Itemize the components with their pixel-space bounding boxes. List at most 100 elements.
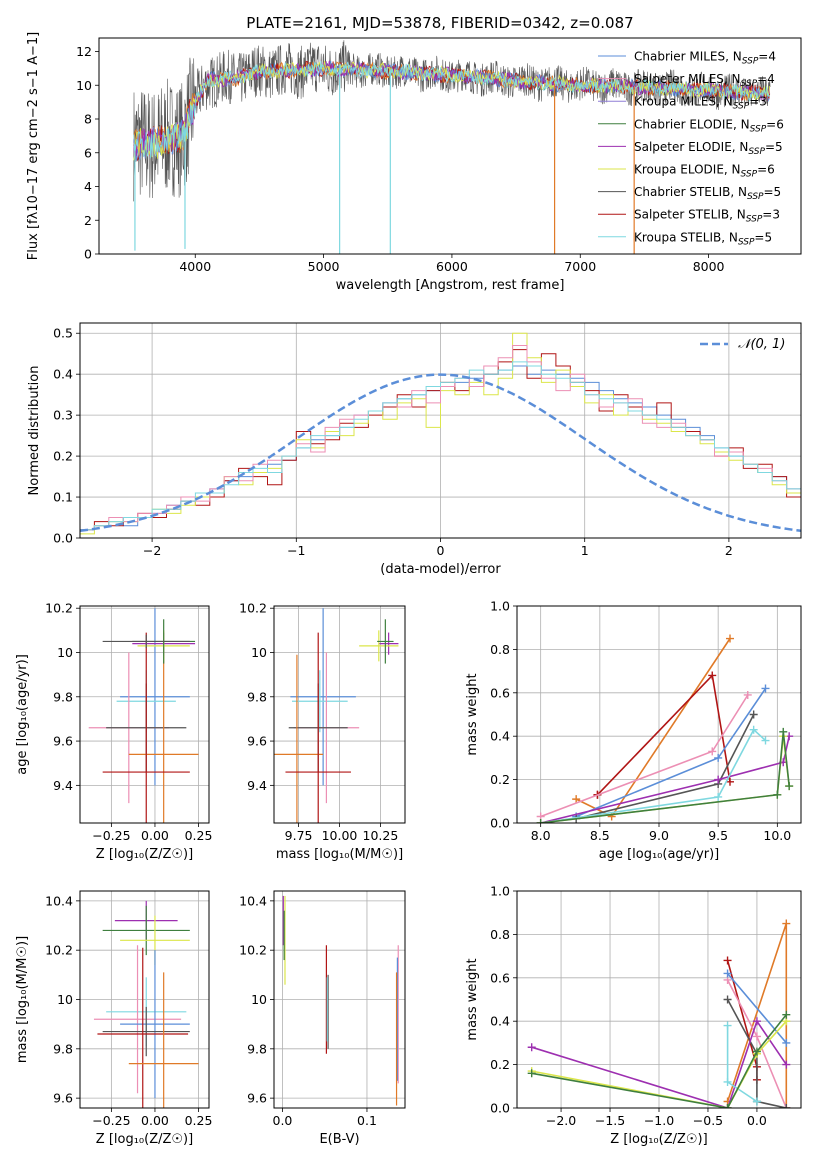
legend-sub: SSP [733,102,750,112]
y-tick-label: 0.2 [490,1057,510,1072]
y-tick-label: 9.6 [247,734,267,749]
legend-entry: Salpeter STELIB, NSSP=3 [634,208,780,225]
x-tick-label: 5000 [308,259,340,274]
figure-title: PLATE=2161, MJD=53878, FIBERID=0342, z=0… [246,14,633,32]
x-axis-label: Z [log₁₀(Z/Z☉)] [96,847,193,862]
legend-val: =5 [765,140,783,154]
x-tick-label: 10.25 [363,828,399,843]
y-tick-label: 9.6 [247,1091,267,1106]
y-tick-label: 10.2 [45,601,73,616]
weight-marker [773,790,782,799]
y-tick-label: 9.8 [53,689,73,704]
x-tick-label: 8.5 [590,828,610,843]
panel-spectrum: 4000 5000 6000 7000 8000 0 2 4 6 8 10 12 wavelength … [26,32,802,293]
axes-frame [516,605,802,824]
y-tick-label: 9.8 [53,1041,73,1056]
weight-marker [536,819,545,823]
y-tick-label: 10.2 [239,601,267,616]
y-tick-label: 10 [251,645,267,660]
weight-marker [723,1077,732,1086]
x-tick-label: −2.0 [546,1113,576,1128]
weight-marker [782,1038,791,1047]
y-tick-label: 10.2 [45,943,73,958]
legend-text: Kroupa ELODIE, N [634,163,741,177]
legend-entry: Kroupa MILES, NSSP=3 [634,95,767,112]
plot-area [80,606,209,823]
legend-sub: SSP [741,79,758,89]
weight-marker [723,1104,732,1108]
legend-text: Salpeter STELIB, N [634,208,746,222]
weight-marker [749,725,758,734]
x-tick-label: 0.1 [357,1113,377,1128]
weight-marker [572,795,581,804]
x-tick-label: −1.0 [644,1113,674,1128]
y-tick-label: 9.8 [247,1041,267,1056]
legend-text: Salpeter ELODIE, N [634,140,748,154]
legend-text: Chabrier MILES, N [634,50,742,64]
y-tick-label: 0.2 [53,449,73,464]
y-tick-label: 10.4 [45,893,73,908]
legend-entry: Kroupa ELODIE, NSSP=6 [634,163,775,180]
legend-entry: Salpeter MILES, NSSP=4 [634,72,775,89]
x-axis-label: Z [log₁₀(Z/Z☉)] [610,1132,707,1147]
weight-marker [782,1104,791,1108]
x-tick-label: 0.00 [141,1113,169,1128]
weight-marker [723,995,732,1004]
weight-marker [749,710,758,719]
y-tick-label: 0.4 [53,367,73,382]
y-axis-label: mass weight [465,673,480,755]
legend-text: Salpeter MILES, N [634,72,741,86]
y-tick-label: 0 [84,247,92,262]
legend-val: =5 [764,185,782,199]
weight-marker [752,1047,761,1056]
weight-line [596,673,731,796]
x-axis-label: E(B-V) [319,1132,359,1147]
x-axis-label: (data-model)/error [380,562,501,577]
x-tick-label: 0.0 [747,1113,767,1128]
x-tick-label: 0 [437,543,445,558]
y-tick-label: 0.8 [490,927,510,942]
y-tick-label: 2 [84,213,92,228]
y-tick-label: 0.0 [490,1101,510,1116]
weight-marker [714,792,723,801]
weight-line [540,728,767,823]
y-tick-label: 6 [84,145,92,160]
x-tick-label: −0.25 [92,1113,130,1128]
y-tick-label: 0.0 [490,816,510,831]
weight-marker [723,969,732,978]
weight-line [531,1019,787,1108]
x-tick-label: 10.00 [322,828,358,843]
axes-frame [516,890,802,1109]
x-tick-label: −1 [287,543,305,558]
x-tick-label: 6000 [436,259,468,274]
legend-entry: Chabrier MILES, NSSP=4 [634,50,776,67]
plot-area [80,891,209,1108]
x-tick-label: −0.5 [693,1113,723,1128]
x-axis-label: age [log₁₀(age/yr)] [599,847,720,862]
y-tick-label: 9.4 [53,778,73,793]
weight-marker [782,919,791,928]
y-tick-label: 0.5 [53,326,73,341]
weight-marker [723,1021,732,1030]
legend-sub: SSP [748,147,765,157]
y-tick-label: 9.6 [53,1091,73,1106]
weight-marker [708,747,717,756]
x-axis-label: mass [log₁₀(M/M☉)] [276,847,403,862]
panel-residuals: −2 −1 0 1 2 0.0 0.1 0.2 0.3 0.4 0.5 (data-model)/er… [27,322,802,577]
panel-mass_vs_Z: −0.25 0.00 0.25 9.6 9.8 10 10.2 10.4 Z [log₁₀(Z/… [15,890,212,1147]
legend-entry: Kroupa STELIB, NSSP=5 [634,230,772,247]
y-tick-label: 4 [84,179,92,194]
y-tick-label: 10 [76,78,92,93]
x-tick-label: 9.75 [285,828,313,843]
y-axis-label: mass weight [465,958,480,1040]
panel-weight_vs_age: 8.0 8.5 9.0 9.5 10.0 0.0 0.2 0.4 0.6 0.8 1.0 age [l… [465,599,802,862]
x-tick-label: 4000 [179,259,211,274]
axes-frame [98,37,802,255]
y-tick-label: 0.2 [490,772,510,787]
y-tick-label: 12 [76,44,92,59]
legend-val: =6 [757,163,775,177]
x-tick-label: 7000 [564,259,596,274]
axes-frame [79,890,210,1109]
weight-marker [714,775,723,784]
x-tick-label: 9.0 [649,828,669,843]
